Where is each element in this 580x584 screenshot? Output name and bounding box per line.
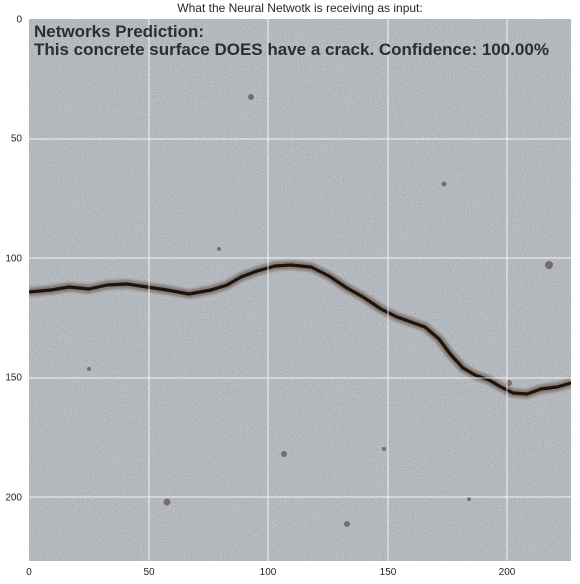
prediction-text: Networks Prediction: This concrete surfa… xyxy=(34,23,549,59)
x-tick-label: 0 xyxy=(26,567,32,578)
prediction-result: This concrete surface DOES have a crack.… xyxy=(34,40,549,59)
y-tick-label: 50 xyxy=(10,133,22,145)
concrete-image xyxy=(29,19,571,561)
surface-pores xyxy=(87,94,553,527)
grid-lines xyxy=(29,19,571,561)
x-tick-label: 50 xyxy=(143,567,155,578)
y-tick-label: 100 xyxy=(5,253,22,265)
y-tick-label: 150 xyxy=(5,372,22,384)
crack xyxy=(29,263,571,396)
x-tick-label: 150 xyxy=(379,567,397,578)
concrete-texture xyxy=(29,19,571,561)
x-tick-label: 100 xyxy=(259,567,277,578)
image-plot: Networks Prediction: This concrete surfa… xyxy=(29,19,571,561)
prediction-heading: Networks Prediction: xyxy=(34,22,205,41)
x-tick-label: 200 xyxy=(498,567,516,578)
figure-title: What the Neural Netwotk is receiving as … xyxy=(177,1,423,15)
y-tick-label: 200 xyxy=(5,492,22,504)
y-tick-label: 0 xyxy=(16,14,22,26)
